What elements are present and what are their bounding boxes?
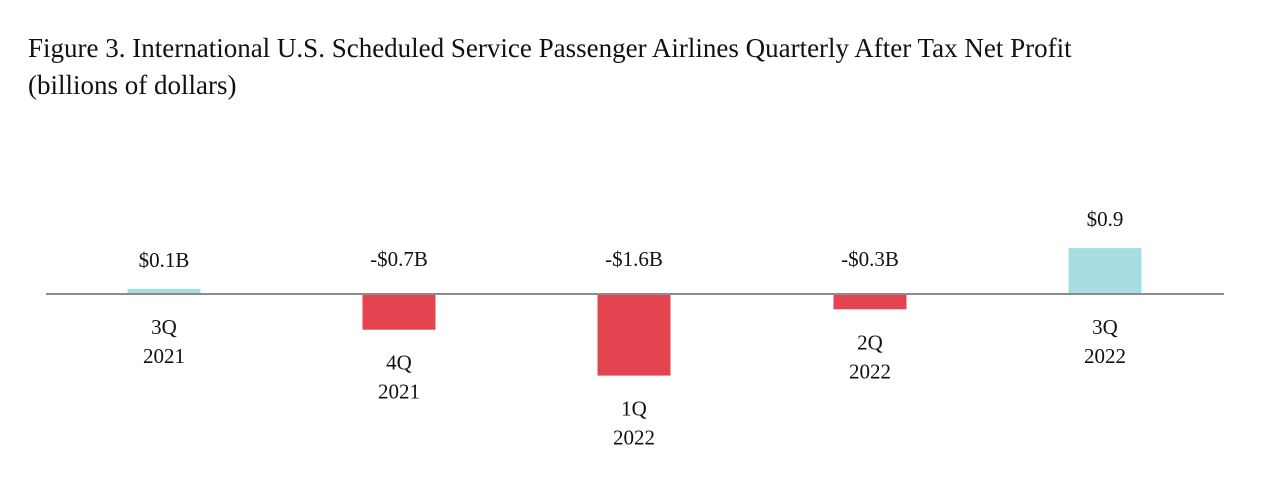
bar [127,288,201,294]
category-label: 3Q [151,315,177,339]
data-label: -$0.7B [370,247,428,271]
category-label: 2022 [1084,344,1126,368]
category-label: 2Q [857,330,883,354]
chart-title-text: Figure 3. International U.S. Scheduled S… [28,33,1072,63]
data-label: -$1.6B [605,247,663,271]
category-label: 2022 [613,426,655,450]
category-label: 3Q [1092,315,1118,339]
category-label: 1Q [621,397,647,421]
data-label: -$0.3B [841,247,899,271]
bar [1068,248,1142,294]
category-label: 2021 [143,344,185,368]
category-label: 2021 [378,380,420,404]
data-label: $0.9 [1087,207,1124,231]
data-label: $0.1B [139,248,190,272]
bar [833,294,907,310]
bar [362,294,436,330]
chart-title: Figure 3. International U.S. Scheduled S… [28,30,1268,104]
bar [597,294,671,376]
category-label: 2022 [849,359,891,383]
chart-subtitle: (billions of dollars) [28,70,237,100]
category-label: 4Q [386,351,412,375]
